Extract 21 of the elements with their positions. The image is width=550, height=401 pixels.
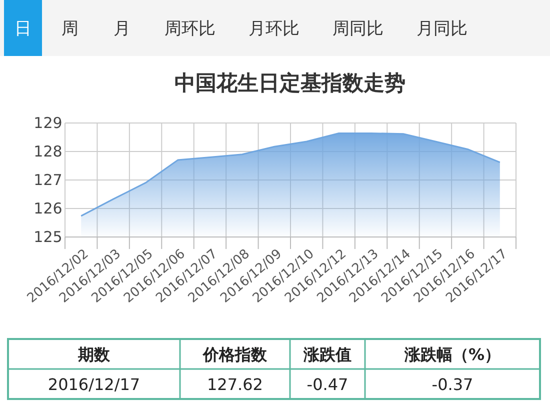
text: 127.62 (207, 375, 263, 394)
y-tick-label: 127 (34, 171, 62, 189)
category-label: 周同比 (332, 19, 384, 39)
text: -0.37 (432, 375, 474, 394)
category-label: 涨跌幅（%） (403, 345, 501, 364)
y-tick-label: 125 (34, 228, 62, 246)
chart-title: 中国花生日定基指数走势 (174, 71, 406, 95)
category-label: 月同比 (416, 19, 468, 39)
y-tick-label: 126 (34, 200, 62, 218)
y-tick-label: 128 (34, 142, 62, 160)
category-label: 价格指数 (202, 345, 268, 364)
category-label: 期数 (77, 345, 111, 364)
category-label: 周环比 (164, 19, 216, 39)
category-label: 日 (14, 19, 32, 39)
category-label: 涨跌值 (302, 345, 352, 364)
category-label: 周 (62, 19, 78, 39)
category-label: 月环比 (248, 19, 300, 39)
text: -0.47 (306, 375, 348, 394)
text: 2016/12/17 (48, 375, 140, 394)
category-label: 月 (114, 19, 130, 39)
y-tick-label: 129 (34, 114, 62, 132)
